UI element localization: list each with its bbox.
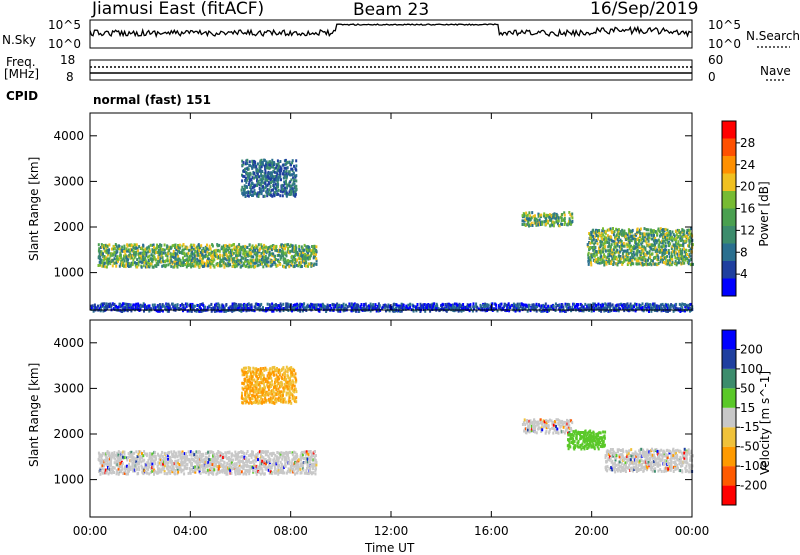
- power-colorbar-seg-3: [722, 226, 736, 244]
- velocity-colorbar-seg-8: [722, 330, 736, 349]
- velocity-colorbar-seg-5: [722, 388, 736, 407]
- power-colorbar-label-0: 4: [740, 267, 748, 281]
- power-colorbar-seg-9: [722, 121, 736, 139]
- power-region-3: [587, 227, 694, 267]
- velocity-region-3: [567, 430, 606, 451]
- velocity-region-2: [522, 418, 573, 435]
- xtick-label-5: 20:00: [574, 524, 609, 538]
- velocity-ytick-label-2: 3000: [53, 381, 84, 395]
- power-colorbar-label-3: 16: [740, 202, 755, 216]
- power-region-1: [241, 159, 298, 198]
- velocity-colorbar-label-2: -50: [740, 440, 760, 454]
- power-colorbar-seg-0: [722, 279, 736, 297]
- power-colorbar-seg-2: [722, 244, 736, 262]
- velocity-ytick-label-3: 4000: [53, 336, 84, 350]
- velocity-region-1: [241, 366, 298, 405]
- nsky-trace: [90, 24, 692, 36]
- velocity-colorbar-seg-0: [722, 486, 736, 505]
- velocity-colorbar-seg-6: [722, 369, 736, 388]
- xtick-label-3: 12:00: [374, 524, 409, 538]
- velocity-colorbar-seg-7: [722, 349, 736, 368]
- power-colorbar-label-6: 28: [740, 136, 755, 150]
- velocity-colorbar-seg-2: [722, 447, 736, 466]
- power-colorbar-seg-5: [722, 191, 736, 209]
- power-colorbar-seg-7: [722, 156, 736, 174]
- velocity-region-0: [98, 450, 318, 476]
- power-ytick-label-1: 2000: [53, 220, 84, 234]
- power-ytick-label-0: 1000: [53, 266, 84, 280]
- velocity-ytick-label-1: 2000: [53, 427, 84, 441]
- velocity-colorbar-label-7: 200: [740, 342, 763, 356]
- power-colorbar-seg-4: [722, 209, 736, 227]
- velocity-frame: [90, 320, 692, 517]
- velocity-colorbar-label-1: -100: [740, 459, 767, 473]
- power-colorbar-label-4: 20: [740, 180, 755, 194]
- power-region-2: [522, 211, 574, 228]
- velocity-colorbar-label-6: 100: [740, 362, 763, 376]
- velocity-colorbar-label-4: 15: [740, 401, 755, 415]
- velocity-colorbar-label-0: -200: [740, 479, 767, 493]
- velocity-colorbar-label-5: 50: [740, 381, 755, 395]
- power-colorbar-label-5: 24: [740, 158, 755, 172]
- power-region-4: [90, 302, 693, 313]
- power-colorbar-label-2: 12: [740, 223, 755, 237]
- power-region-0: [98, 243, 318, 269]
- velocity-ytick-label-0: 1000: [53, 473, 84, 487]
- velocity-colorbar-seg-3: [722, 427, 736, 446]
- power-colorbar-seg-8: [722, 139, 736, 157]
- power-frame: [90, 113, 692, 310]
- power-colorbar-seg-6: [722, 174, 736, 192]
- power-colorbar-label-1: 8: [740, 245, 748, 259]
- power-ytick-label-3: 4000: [53, 129, 84, 143]
- velocity-colorbar-label-3: -15: [740, 420, 760, 434]
- velocity-colorbar-seg-1: [722, 466, 736, 485]
- xtick-label-2: 08:00: [273, 524, 308, 538]
- velocity-colorbar-seg-4: [722, 408, 736, 427]
- xtick-label-0: 00:00: [73, 524, 108, 538]
- power-ytick-label-2: 3000: [53, 174, 84, 188]
- power-colorbar-seg-1: [722, 261, 736, 279]
- velocity-region-4: [605, 448, 694, 474]
- xtick-label-1: 04:00: [173, 524, 208, 538]
- xtick-label-6: 00:00: [675, 524, 710, 538]
- xtick-label-4: 16:00: [474, 524, 509, 538]
- freq-panel: [90, 60, 692, 80]
